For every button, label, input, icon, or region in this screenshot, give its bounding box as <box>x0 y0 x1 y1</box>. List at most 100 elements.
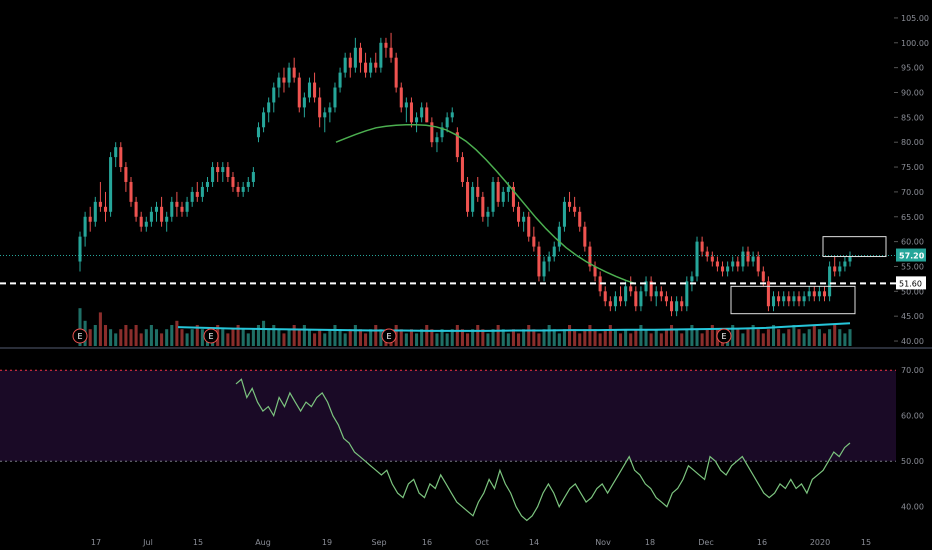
candle[interactable] <box>262 107 266 133</box>
candle[interactable] <box>88 206 92 232</box>
candle[interactable] <box>251 167 255 187</box>
candle[interactable] <box>649 276 653 302</box>
candle[interactable] <box>445 112 449 133</box>
candle[interactable] <box>593 261 597 282</box>
candle[interactable] <box>624 281 628 307</box>
candle[interactable] <box>552 241 556 262</box>
candle[interactable] <box>644 276 648 297</box>
candle[interactable] <box>782 291 786 307</box>
candle[interactable] <box>460 152 464 187</box>
candle[interactable] <box>690 271 694 292</box>
earnings-marker[interactable]: E <box>716 328 732 344</box>
candle[interactable] <box>746 246 750 267</box>
candle[interactable] <box>246 177 250 192</box>
candle[interactable] <box>282 67 286 93</box>
candle[interactable] <box>542 256 546 282</box>
candle[interactable] <box>154 201 159 222</box>
candle[interactable] <box>578 206 582 232</box>
candle[interactable] <box>384 37 388 58</box>
candle[interactable] <box>491 177 495 217</box>
candle[interactable] <box>822 286 827 302</box>
candle[interactable] <box>654 286 658 307</box>
candle[interactable] <box>374 52 378 73</box>
candle[interactable] <box>160 196 164 227</box>
candle[interactable] <box>669 296 674 317</box>
candle[interactable] <box>496 177 500 207</box>
candle[interactable] <box>675 296 679 317</box>
candle[interactable] <box>481 191 485 222</box>
candle[interactable] <box>741 246 745 272</box>
candle[interactable] <box>93 196 97 227</box>
candle[interactable] <box>634 286 638 312</box>
candle[interactable] <box>231 172 235 192</box>
candle[interactable] <box>333 82 337 113</box>
candle[interactable] <box>149 206 153 227</box>
candle[interactable] <box>302 92 306 118</box>
candle[interactable] <box>797 291 801 307</box>
candle[interactable] <box>139 211 143 232</box>
candle[interactable] <box>562 196 566 232</box>
candle[interactable] <box>129 177 133 207</box>
candle[interactable] <box>78 231 82 272</box>
candle[interactable] <box>777 291 781 307</box>
candle[interactable] <box>812 286 816 302</box>
candle[interactable] <box>527 211 531 242</box>
candle[interactable] <box>267 97 271 123</box>
candle[interactable] <box>720 261 725 277</box>
candle[interactable] <box>379 37 383 73</box>
candle[interactable] <box>328 102 332 123</box>
candle[interactable] <box>792 291 796 307</box>
candle[interactable] <box>353 37 357 73</box>
candle[interactable] <box>710 251 714 267</box>
earnings-marker[interactable]: E <box>72 328 88 344</box>
candle[interactable] <box>205 177 210 192</box>
candle[interactable] <box>409 97 413 128</box>
candle[interactable] <box>608 296 612 312</box>
candle[interactable] <box>338 67 342 93</box>
candle[interactable] <box>394 52 398 93</box>
oscillator-axis[interactable]: 70.00 60.00 50.00 40.00 <box>901 366 924 512</box>
candle[interactable] <box>787 291 791 307</box>
annotation-boxes[interactable] <box>730 236 887 315</box>
candle[interactable] <box>537 241 541 282</box>
candle[interactable] <box>659 286 663 302</box>
candle[interactable] <box>705 246 709 262</box>
candle[interactable] <box>358 42 362 73</box>
candles[interactable] <box>78 32 852 317</box>
candle[interactable] <box>680 296 684 312</box>
candle[interactable] <box>277 72 281 98</box>
candle[interactable] <box>583 221 587 252</box>
candle[interactable] <box>532 226 536 252</box>
candle[interactable] <box>756 251 760 277</box>
candle[interactable] <box>103 191 108 222</box>
candle[interactable] <box>236 181 240 197</box>
candle[interactable] <box>216 162 220 182</box>
candle[interactable] <box>83 211 87 247</box>
annotation-box-lower[interactable] <box>730 285 856 315</box>
candle[interactable] <box>348 52 352 78</box>
candle[interactable] <box>124 162 128 192</box>
candle[interactable] <box>292 57 296 83</box>
price-axis[interactable]: 105.00 100.00 95.00 90.00 85.00 80.00 75.00 70.… <box>894 0 932 348</box>
candle[interactable] <box>766 276 770 312</box>
candle[interactable] <box>501 186 505 207</box>
candle[interactable] <box>771 291 776 312</box>
candle[interactable] <box>685 276 689 312</box>
candle[interactable] <box>109 152 113 217</box>
candle[interactable] <box>629 276 633 297</box>
candle[interactable] <box>211 162 215 187</box>
candle[interactable] <box>843 256 847 272</box>
candle[interactable] <box>547 251 551 272</box>
candle[interactable] <box>731 256 735 272</box>
candle[interactable] <box>603 286 607 307</box>
candle[interactable] <box>430 117 434 148</box>
candle[interactable] <box>807 286 811 302</box>
candle[interactable] <box>272 82 276 113</box>
candle[interactable] <box>180 201 184 217</box>
candle[interactable] <box>195 181 199 202</box>
candle[interactable] <box>833 256 837 277</box>
candle[interactable] <box>114 142 118 168</box>
candle[interactable] <box>573 196 577 217</box>
candle[interactable] <box>364 52 368 78</box>
candle[interactable] <box>415 112 419 133</box>
